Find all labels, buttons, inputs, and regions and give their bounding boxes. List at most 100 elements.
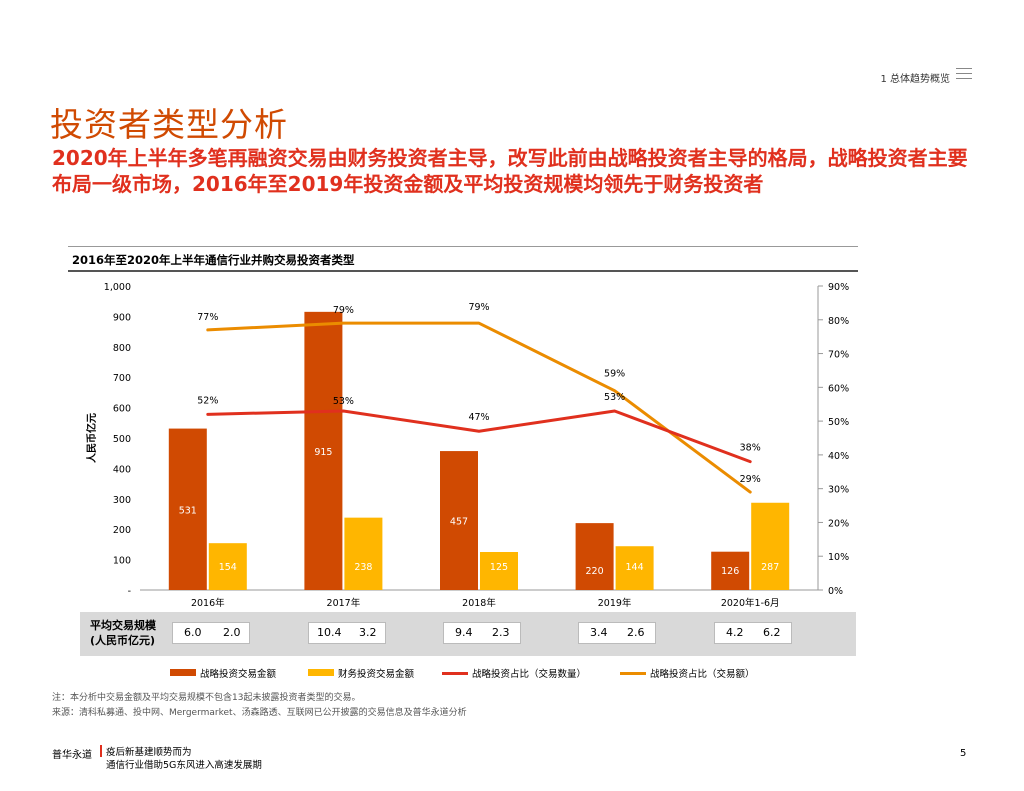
bar-strategic-label: 531 <box>179 505 197 516</box>
legend-line <box>442 672 468 675</box>
average-scale-box: 10.4 3.2 <box>308 622 386 644</box>
average-scale-financial: 3.2 <box>359 626 377 639</box>
page-number: 5 <box>960 748 967 759</box>
footer-brand: 普华永道 <box>52 750 92 761</box>
bar-financial <box>208 543 247 590</box>
line-strategic-count-share-label: 52% <box>197 395 218 406</box>
legend-label: 战略投资占比（交易额） <box>650 669 755 680</box>
line-strategic-amount-share-label: 77% <box>197 312 218 323</box>
bar-financial-label: 125 <box>490 562 508 573</box>
y-tick-label: 100 <box>113 556 131 567</box>
section-label: 1 总体趋势概览 <box>880 74 950 85</box>
y-tick-label: 900 <box>113 312 131 323</box>
chart-frame-rule <box>68 246 858 247</box>
y-tick-label: 700 <box>113 373 131 384</box>
legend-swatch <box>170 669 196 676</box>
y2-tick-label: 40% <box>828 451 849 462</box>
page-subtitle: 2020年上半年多笔再融资交易由财务投资者主导，改写此前由战略投资者主导的格局，… <box>52 146 968 196</box>
average-scale-strategic: 10.4 <box>317 626 342 639</box>
chart-source: 来源：清科私募通、投中网、Mergermarket、汤森路透、互联网已公开披露的… <box>52 708 467 718</box>
bar-financial <box>615 546 654 590</box>
bar-financial <box>480 552 518 590</box>
footer-report-line1: 疫后新基建顺势而为 <box>106 747 192 758</box>
y2-tick-label: 80% <box>828 316 849 327</box>
average-scale-strategic: 6.0 <box>184 626 202 639</box>
x-tick-label: 2016年 <box>191 597 225 609</box>
line-strategic-amount-share-label: 59% <box>604 369 625 380</box>
y-tick-label: 1,000 <box>104 282 131 293</box>
legend-line <box>620 672 646 675</box>
bar-strategic <box>440 451 478 590</box>
chart-title-rule <box>68 270 858 272</box>
average-scale-label-line1: 平均交易规模 <box>90 619 156 632</box>
bar-strategic <box>575 523 614 590</box>
y2-tick-label: 90% <box>828 282 849 293</box>
average-scale-box: 9.4 2.3 <box>443 622 521 644</box>
bar-financial <box>344 517 383 590</box>
legend-label: 财务投资交易金额 <box>338 669 415 680</box>
y2-tick-label: 20% <box>828 518 849 529</box>
y2-tick-label: 50% <box>828 417 849 428</box>
average-scale-financial: 2.6 <box>627 626 645 639</box>
hamburger-icon[interactable] <box>956 68 972 82</box>
bar-financial-label: 144 <box>626 562 644 573</box>
average-scale-strategic: 3.4 <box>590 626 608 639</box>
chart-note: 注：本分析中交易金额及平均交易规模不包含13起未披露投资者类型的交易。 <box>52 693 361 703</box>
legend-label: 战略投资交易金额 <box>200 669 277 680</box>
bar-strategic <box>168 428 207 590</box>
average-scale-box: 6.0 2.0 <box>172 622 250 644</box>
x-tick-label: 2019年 <box>598 597 632 609</box>
line-strategic-amount-share-label: 79% <box>333 305 354 316</box>
legend-label: 战略投资占比（交易数量） <box>472 669 587 680</box>
bar-strategic-label: 457 <box>450 517 468 528</box>
average-scale-box: 4.2 6.2 <box>714 622 792 644</box>
bar-strategic-label: 915 <box>314 447 332 458</box>
line-strategic-amount-share-label: 79% <box>468 302 489 313</box>
average-scale-financial: 6.2 <box>763 626 781 639</box>
y-tick-label: 400 <box>113 464 131 475</box>
y2-tick-label: 70% <box>828 350 849 361</box>
line-strategic-amount-share <box>206 321 752 494</box>
y-axis-title: 人民币亿元 <box>85 413 98 463</box>
line-strategic-amount-share-label: 29% <box>740 474 761 485</box>
bar-financial-label: 238 <box>354 562 372 573</box>
y-tick-label: 800 <box>113 343 131 354</box>
average-scale-financial: 2.3 <box>492 626 510 639</box>
y-tick-label: 200 <box>113 525 131 536</box>
bar-strategic-label: 126 <box>721 566 739 577</box>
bar-financial-label: 154 <box>219 562 237 573</box>
chart-title: 2016年至2020年上半年通信行业并购交易投资者类型 <box>72 253 355 267</box>
bar-strategic <box>304 311 343 590</box>
y2-tick-label: 60% <box>828 383 849 394</box>
bar-strategic <box>711 551 750 590</box>
legend-swatch <box>308 669 334 676</box>
footer-divider <box>100 745 102 757</box>
y2-tick-label: 0% <box>828 586 843 597</box>
y2-tick-label: 30% <box>828 485 849 496</box>
y-tick-label: - <box>128 586 131 597</box>
y-tick-label: 600 <box>113 404 131 415</box>
x-tick-label: 2017年 <box>327 597 361 609</box>
y2-tick-label: 10% <box>828 552 849 563</box>
bar-financial <box>751 502 790 590</box>
average-scale-box: 3.4 2.6 <box>578 622 656 644</box>
average-scale-strategic: 4.2 <box>726 626 744 639</box>
x-tick-label: 2020年1-6月 <box>721 597 780 609</box>
line-strategic-count-share-label: 53% <box>604 392 625 403</box>
bar-strategic-label: 220 <box>586 566 604 577</box>
line-strategic-count-share-label: 47% <box>468 412 489 423</box>
bar-financial-label: 287 <box>761 562 779 573</box>
y-tick-label: 500 <box>113 434 131 445</box>
page-title: 投资者类型分析 <box>50 105 288 144</box>
footer-report-line2: 通信行业借助5G东风进入高速发展期 <box>106 760 262 771</box>
x-tick-label: 2018年 <box>462 597 496 609</box>
average-scale-strategic: 9.4 <box>455 626 473 639</box>
line-strategic-count-share <box>206 409 752 464</box>
footer-report-title: 疫后新基建顺势而为 通信行业借助5G东风进入高速发展期 <box>106 746 262 772</box>
average-scale-label: 平均交易规模 (人民币亿元) <box>90 618 156 648</box>
line-strategic-count-share-label: 53% <box>333 396 354 407</box>
average-scale-financial: 2.0 <box>223 626 241 639</box>
line-strategic-count-share-label: 38% <box>740 443 761 454</box>
average-scale-label-line2: (人民币亿元) <box>90 634 156 647</box>
